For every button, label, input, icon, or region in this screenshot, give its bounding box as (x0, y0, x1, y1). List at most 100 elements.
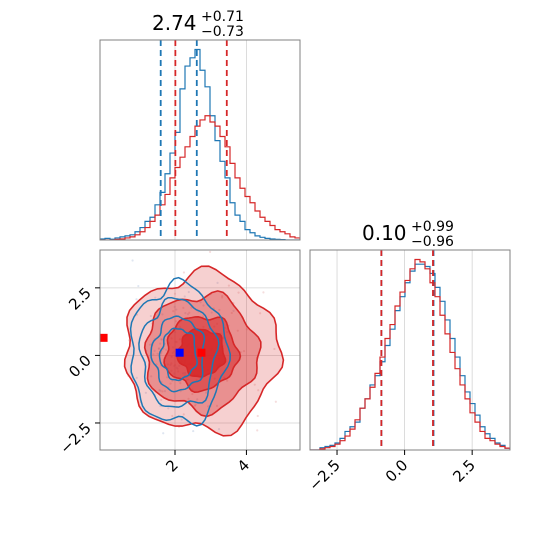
histogram-step-series (100, 115, 300, 240)
scatter-point (171, 414, 174, 418)
scatter-point (259, 312, 262, 315)
scatter-point (192, 429, 195, 433)
quantile-lines-top (159, 40, 228, 240)
scatter-point (158, 389, 161, 392)
x-tick-label: 2 (162, 456, 181, 475)
scatter-point (193, 404, 196, 407)
x-tick-label: 4 (234, 456, 253, 475)
markers-2d (99, 333, 206, 357)
scatter-point (207, 405, 210, 408)
scatter-point (226, 379, 229, 382)
title-param1-median: 2.74 (152, 11, 197, 35)
scatter-point (253, 383, 256, 386)
y-tick-label: −2.5 (56, 419, 94, 457)
title-param1-plus: +0.71 (201, 9, 244, 25)
scatter-point (180, 418, 183, 421)
x-tick-label: −2.5 (305, 456, 343, 494)
panel-joint-2d: 2 4 −2.5 0.0 2.5 (56, 243, 327, 476)
scatter-point (187, 397, 190, 400)
scatter-point (153, 349, 156, 352)
title-param2-minus: −0.96 (411, 234, 454, 250)
contour-blue (129, 276, 231, 427)
marker-square (99, 333, 108, 342)
scatter-point (156, 352, 159, 355)
scatter-point (236, 329, 239, 332)
scatter-point (227, 284, 231, 287)
scatter-point (188, 311, 191, 314)
title-param2-median: 0.10 (362, 221, 407, 245)
scatter-point (159, 342, 162, 345)
scatter-point (163, 390, 167, 393)
scatter-point (215, 404, 219, 407)
histogram-top (100, 48, 300, 240)
scatter-point (221, 296, 224, 299)
scatter-point (173, 292, 177, 295)
scatter-point (242, 349, 246, 353)
scatter-point (182, 271, 186, 274)
scatter-point (237, 291, 240, 294)
scatter-point (256, 429, 259, 432)
title-param1: 2.74 +0.71 −0.73 (152, 9, 244, 40)
axes-frame-top (99, 39, 301, 241)
scatter-point (157, 347, 161, 350)
scatter-point (217, 428, 221, 431)
scatter-point (150, 375, 153, 378)
scatter-point (152, 353, 155, 356)
scatter-point (161, 313, 164, 316)
scatter-point (230, 311, 233, 315)
scatter-point (182, 413, 185, 416)
scatter-point (183, 295, 186, 298)
scatter-point (199, 301, 202, 304)
scatter-point (216, 281, 219, 284)
scatter-point (184, 312, 187, 315)
scatter-point (274, 400, 277, 403)
scatter-point (175, 308, 178, 311)
scatter-point (148, 343, 152, 346)
title-param2: 0.10 +0.99 −0.96 (362, 219, 454, 250)
scatter-point (218, 308, 221, 312)
histogram-step-series (100, 48, 300, 240)
scatter-point (160, 398, 163, 401)
scatter-point (160, 338, 163, 341)
scatter-point (131, 259, 134, 262)
y-tick-label: 2.5 (65, 284, 95, 314)
scatter-point (117, 465, 119, 467)
scatter-point (135, 376, 138, 379)
scatter-point (161, 390, 164, 393)
scatter-point (183, 243, 185, 245)
scatter-point (172, 309, 175, 313)
scatter-point (256, 414, 259, 418)
scatter-point (160, 338, 163, 341)
x-tick-label: 0.0 (382, 456, 412, 486)
contour-blue (158, 327, 198, 382)
axes-frame-right (309, 249, 511, 451)
scatter-point (221, 294, 224, 298)
scatter-point (325, 339, 327, 341)
scatter-point (149, 314, 152, 318)
scatter-point (182, 306, 185, 309)
scatter-point (202, 304, 205, 307)
scatter-point (245, 328, 248, 331)
panel-right-histogram: −2.5 0.0 2.5 (305, 249, 511, 495)
marker-square (175, 348, 184, 357)
panel-top-histogram (99, 39, 301, 241)
scatter-point (196, 398, 199, 401)
scatter-point (210, 311, 213, 314)
scatter-point (169, 382, 172, 385)
histogram-step-series (310, 258, 510, 450)
axes-frame-2d (99, 249, 301, 451)
scatter-point (165, 348, 168, 351)
scatter-point (273, 347, 276, 351)
quantile-lines-right (380, 250, 435, 450)
scatter-point (144, 391, 148, 394)
grid-top (174, 40, 247, 240)
scatter-point (187, 290, 190, 294)
scatter-point (174, 320, 178, 323)
title-param2-plus: +0.99 (411, 219, 454, 235)
scatter-point (137, 284, 140, 288)
y-tick-label: 0.0 (65, 352, 95, 382)
histogram-right (310, 258, 510, 450)
contour-blue (138, 296, 220, 408)
scatter-point (162, 432, 165, 435)
